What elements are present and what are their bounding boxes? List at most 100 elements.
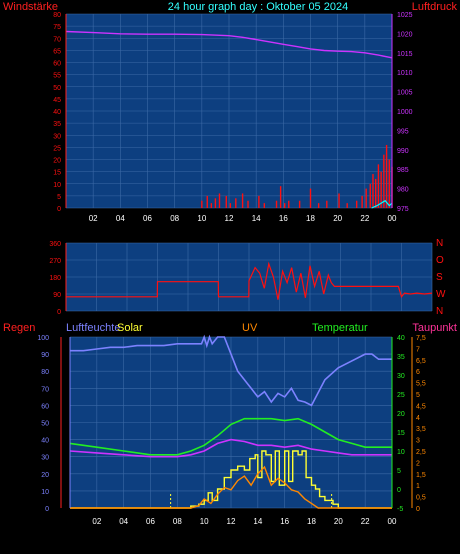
direction-tick-label: 90: [53, 292, 61, 299]
wind-tick-label: 45: [53, 97, 61, 104]
x-tick-label: 16: [279, 214, 288, 223]
uv-series-line: [70, 465, 392, 509]
humidity-axis-ticks: 0 10 20 30 40 50 60 70 80 90 100: [37, 335, 49, 513]
uv-tick-label: 2: [416, 460, 420, 467]
x-tick-label: 08: [173, 517, 182, 526]
solar-series-line: [70, 450, 392, 509]
x-tick-label: 18: [307, 517, 316, 526]
uv-tick-label: 6,5: [416, 358, 426, 365]
x-tick-label: 04: [116, 214, 125, 223]
rain-axis-label: Regen: [3, 322, 35, 334]
temperature-tick-label: 40: [397, 335, 405, 342]
compass-tick-label: N: [436, 238, 443, 249]
dewpoint-series-line: [69, 438, 392, 458]
x-axis-labels-panel1: 02 04 06 08 10 12 14 16 18 20 22 00: [89, 214, 397, 223]
uv-tick-label: 0,5: [416, 495, 426, 502]
wind-tick-label: 65: [53, 48, 61, 55]
pressure-tick-label: 990: [397, 148, 409, 155]
direction-tick-label: 270: [49, 258, 61, 265]
pressure-tick-label: 1020: [397, 31, 413, 38]
x-tick-label: 22: [361, 517, 370, 526]
uv-tick-label: 4,5: [416, 403, 426, 410]
x-tick-label: 10: [197, 214, 206, 223]
x-tick-label: 02: [92, 517, 101, 526]
uv-tick-label: 3,5: [416, 426, 426, 433]
chart-title: 24 hour graph day : Oktober 05 2024: [168, 1, 348, 13]
x-tick-label: 20: [334, 517, 343, 526]
wind-tick-label: 80: [53, 12, 61, 19]
x-tick-label: 08: [170, 214, 179, 223]
temperature-tick-label: 10: [397, 449, 405, 456]
solar-axis-label: Solar: [117, 322, 143, 334]
x-tick-label: 14: [252, 214, 261, 223]
uv-tick-label: 5: [416, 392, 420, 399]
pressure-tick-label: 985: [397, 167, 409, 174]
wind-axis-ticks: 0 5 10 15 20 25 30 35 40 45 50 55 60 65 70 75 80: [53, 12, 61, 213]
x-tick-label: 06: [143, 214, 152, 223]
direction-series-line: [66, 261, 433, 300]
wind-tick-label: 35: [53, 121, 61, 128]
pressure-tick-label: 1000: [397, 109, 413, 116]
wind-series: [201, 144, 393, 208]
uv-tick-label: 7: [416, 346, 420, 353]
humidity-tick-label: 70: [41, 386, 49, 393]
x-tick-label: 20: [333, 214, 342, 223]
uv-tick-label: 1,5: [416, 472, 426, 479]
pressure-tick-label: 995: [397, 128, 409, 135]
pressure-tick-label: 1015: [397, 51, 413, 58]
uv-tick-label: 5,5: [416, 381, 426, 388]
wind-pressure-grid: [66, 13, 393, 209]
x-axis-labels-panel3: 02 04 06 08 10 12 14 16 18 20 22 00: [92, 517, 397, 526]
wind-axis-label: Windstärke: [3, 1, 58, 13]
pressure-tick-label: 1005: [397, 90, 413, 97]
humidity-tick-label: 0: [45, 506, 49, 513]
humidity-tick-label: 50: [41, 421, 49, 428]
humidity-axis-label: Luftfeuchte: [66, 322, 120, 334]
uv-tick-label: 1: [416, 483, 420, 490]
temperature-tick-label: 35: [397, 354, 405, 361]
humidity-tick-label: 60: [41, 403, 49, 410]
humidity-tick-label: 80: [41, 369, 49, 376]
compass-tick-label: N: [436, 306, 443, 317]
pressure-axis-ticks: 975 980 985 990 995 1000 1005 1010 1015 1020 1025: [397, 12, 413, 213]
x-tick-label: 02: [89, 214, 98, 223]
temperature-tick-label: 0: [397, 487, 401, 494]
humidity-tick-label: 100: [37, 335, 49, 342]
humidity-tick-label: 10: [41, 489, 49, 496]
compass-tick-label: W: [436, 289, 446, 300]
x-tick-label: 16: [280, 517, 289, 526]
uv-tick-label: 6: [416, 369, 420, 376]
dewpoint-axis-label: Taupunkt: [412, 322, 457, 334]
temperature-axis-label: Temperatur: [312, 322, 368, 334]
wind-tick-label: 75: [53, 24, 61, 31]
pressure-tick-label: 980: [397, 187, 409, 194]
wind-tick-label: 0: [57, 206, 61, 213]
pressure-tick-label: 975: [397, 206, 409, 213]
wind-tick-label: 25: [53, 145, 61, 152]
wind-tick-label: 30: [53, 133, 61, 140]
wind-tick-label: 60: [53, 61, 61, 68]
uv-tick-label: 4: [416, 415, 420, 422]
wind-tick-label: 70: [53, 36, 61, 43]
direction-tick-label: 0: [57, 309, 61, 316]
temperature-tick-label: 25: [397, 392, 405, 399]
x-tick-label: 00: [388, 214, 397, 223]
temperature-tick-label: 30: [397, 373, 405, 380]
wind-tick-label: 50: [53, 85, 61, 92]
x-tick-label: 14: [253, 517, 262, 526]
uv-tick-label: 2,5: [416, 449, 426, 456]
compass-tick-label: O: [436, 255, 444, 266]
x-tick-label: 12: [225, 214, 234, 223]
pressure-tick-label: 1010: [397, 70, 413, 77]
wind-tick-label: 40: [53, 109, 61, 116]
wind-tick-label: 55: [53, 73, 61, 80]
temperature-axis-ticks: -5 0 5 10 15 20 25 30 35 40: [397, 335, 405, 513]
uv-axis-label: UV: [242, 322, 258, 334]
temperature-tick-label: 15: [397, 430, 405, 437]
humidity-tick-label: 90: [41, 352, 49, 359]
temperature-tick-label: 5: [397, 468, 401, 475]
x-tick-label: 06: [146, 517, 155, 526]
